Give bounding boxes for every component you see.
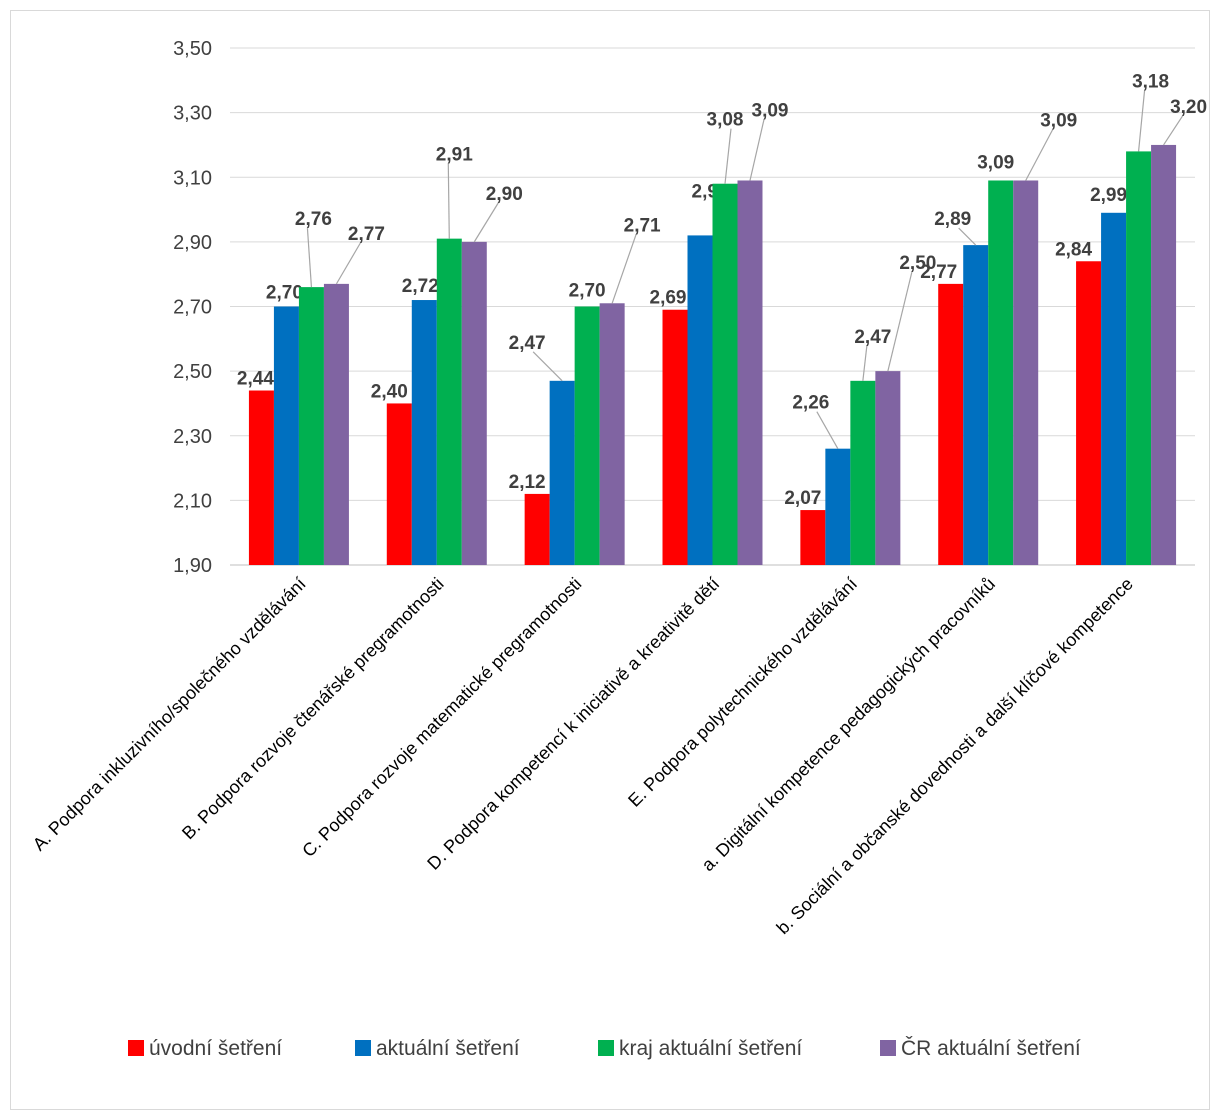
leader-line [1137,90,1146,152]
data-label: 2,76 [295,209,332,230]
leader-line [447,163,450,239]
y-tick-label: 3,10 [173,167,212,189]
leader-line [1163,115,1184,146]
data-label: 2,70 [266,283,303,304]
data-label: 2,72 [402,276,439,297]
data-label: 2,26 [792,393,829,414]
bar [1151,144,1177,565]
y-tick-label: 2,10 [173,490,212,512]
data-label: 2,70 [569,281,606,302]
category-label: A. Podpora inkluzivního/společného vzděl… [29,574,310,855]
leader-line [611,234,637,304]
bar [712,183,738,565]
data-label: 2,47 [854,327,891,348]
data-label: 2,77 [920,262,957,283]
bar [875,371,901,565]
bar [411,300,437,565]
bar [1101,212,1127,565]
leader-line [306,228,313,288]
legend-swatch [128,1040,144,1056]
leader-line [473,202,499,243]
bar [1076,261,1102,565]
bar [938,283,964,565]
y-tick-label: 2,90 [173,232,212,254]
leader-line [335,242,361,285]
data-label: 3,18 [1132,71,1169,92]
y-tick-label: 3,50 [173,38,212,60]
bar [273,306,299,565]
leader-line [532,351,563,382]
data-label: 2,50 [899,253,936,274]
bar [662,309,688,565]
bar [737,180,763,565]
data-label: 2,90 [486,184,523,205]
data-label: 2,84 [1055,239,1092,260]
category-label: a. Digitální kompetence pedagogických pr… [698,574,999,875]
legend-label: aktuální šetření [376,1037,520,1060]
legend-swatch [598,1040,614,1056]
y-tick-label: 1,90 [173,555,212,577]
bar [386,403,412,565]
leader-line [724,128,732,184]
bar [298,287,324,565]
data-label: 3,09 [752,100,789,121]
bar [436,238,462,566]
bar [988,180,1014,565]
bar [524,493,550,565]
data-label: 2,07 [784,488,821,509]
leader-line [1025,129,1054,181]
data-label: 2,91 [436,145,473,166]
data-label: 2,99 [1090,185,1127,206]
bar [1013,180,1039,565]
data-label: 3,09 [1040,110,1077,131]
bar [323,283,349,565]
data-label: 3,20 [1170,97,1207,118]
data-label: 2,44 [237,369,274,390]
y-tick-label: 2,70 [173,297,212,319]
data-label: 2,40 [371,381,408,402]
leader-line [862,345,868,381]
data-label: 2,89 [934,209,971,230]
leader-line [816,411,839,449]
bar [549,380,575,565]
leader-line [958,227,977,246]
legend-swatch [880,1040,896,1056]
bar [800,510,826,565]
leader-line [749,119,765,181]
category-label: D. Podpora kompetencí k iniciativě a kre… [423,574,723,874]
y-tick-label: 2,50 [173,361,212,383]
leader-line [887,271,913,372]
bar [1126,151,1152,565]
bar [574,306,600,565]
legend-label: ČR aktuální šetření [901,1037,1081,1060]
bar [963,245,989,565]
bar [825,448,851,565]
data-label: 2,47 [509,333,546,354]
legend-label: kraj aktuální šetření [619,1037,802,1060]
data-label: 3,09 [977,152,1014,173]
data-label: 3,08 [707,110,744,131]
category-label: C. Podpora rozvoje matematické pregramot… [298,574,585,861]
legend-label: úvodní šetření [149,1037,282,1060]
data-label: 2,12 [509,472,546,493]
data-label: 2,77 [348,224,385,245]
legend-swatch [355,1040,371,1056]
data-label: 2,71 [624,215,661,236]
bar [599,303,625,565]
data-label: 2,69 [650,288,687,309]
bar [248,390,274,565]
y-tick-label: 2,30 [173,426,212,448]
bar [850,380,876,565]
bar [461,241,487,565]
y-tick-label: 3,30 [173,103,212,125]
bar [687,235,713,565]
category-label: E. Podpora polytechnického vzdělávání [624,574,861,811]
category-label: B. Podpora rozvoje čtenářské pregramotno… [178,574,448,844]
